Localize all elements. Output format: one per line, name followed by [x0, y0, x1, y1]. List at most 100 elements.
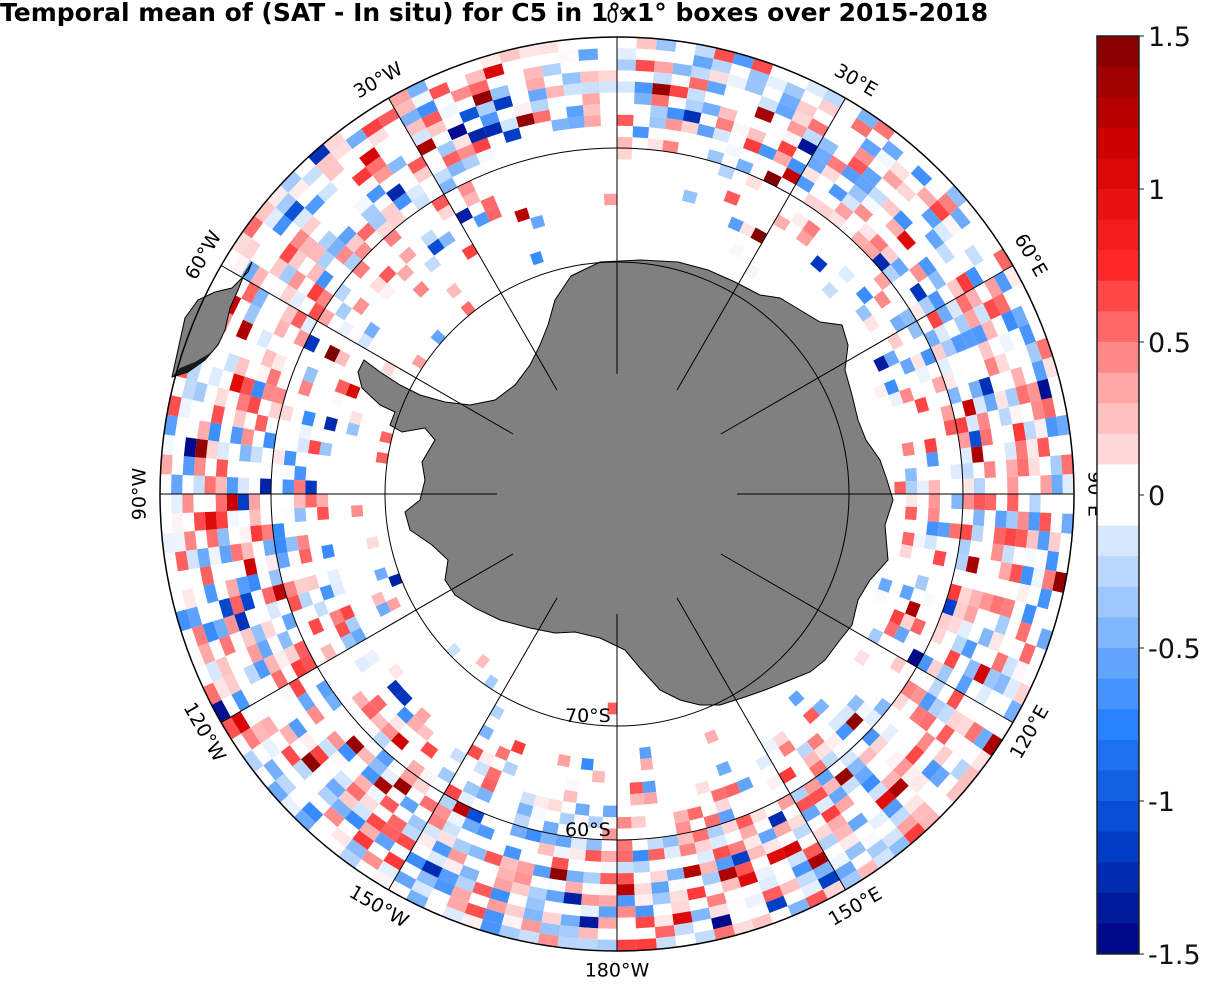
colorbar-tick-label: 0 [1148, 481, 1165, 512]
grid-cell [850, 117, 873, 138]
grid-cell [846, 694, 865, 713]
grid-cell [450, 85, 473, 103]
grid-cell [407, 155, 428, 175]
grid-cell [250, 623, 267, 644]
grid-cell [957, 431, 972, 449]
grid-cell [557, 936, 579, 950]
grid-cell [378, 265, 397, 284]
grid-cell [221, 716, 241, 740]
grid-cell [333, 283, 352, 303]
grid-cell [998, 561, 1013, 581]
grid-cell [662, 834, 680, 849]
grid-cell [371, 870, 395, 890]
grid-cell [436, 140, 457, 158]
grid-cell [954, 416, 969, 434]
grid-cell [468, 79, 490, 96]
grid-cell [802, 707, 820, 725]
grid-cell [482, 63, 505, 80]
grid-cell [242, 215, 264, 239]
grid-cell [273, 318, 291, 339]
grid-cell [263, 758, 284, 781]
grid-cell [317, 230, 338, 251]
grid-cell [917, 256, 937, 277]
grid-cell [541, 62, 562, 77]
grid-cell [875, 790, 896, 811]
grid-cell [388, 714, 407, 733]
grid-cell [990, 543, 1005, 562]
grid-cell [1015, 621, 1032, 643]
grid-cell [653, 914, 674, 928]
grid-cell [273, 537, 288, 555]
grid-cell [283, 450, 297, 466]
grid-cell [834, 860, 857, 881]
grid-cell [718, 106, 738, 122]
grid-cell [280, 170, 302, 193]
grid-cell [313, 600, 329, 618]
grid-cell [727, 216, 744, 233]
grid-cell [772, 820, 793, 838]
grid-cell [343, 252, 362, 272]
grid-cell [860, 194, 881, 215]
grid-cell [971, 445, 984, 463]
grid-cell [367, 127, 390, 147]
grid-cell [832, 822, 854, 842]
grid-cell [765, 895, 788, 914]
grid-cell [241, 282, 260, 304]
grid-cell [445, 642, 462, 659]
grid-cell [369, 694, 388, 713]
grid-cell [566, 105, 584, 118]
grid-cell [766, 773, 785, 791]
grid-cell [395, 832, 417, 852]
grid-cell [726, 74, 748, 90]
grid-cell [906, 321, 924, 340]
grid-cell [906, 648, 924, 667]
grid-cell [1015, 583, 1031, 604]
grid-cell [992, 673, 1012, 695]
colorbar-step [1097, 648, 1139, 680]
grid-cell [928, 479, 941, 494]
grid-cell [394, 870, 417, 890]
grid-cell [345, 233, 365, 253]
grid-cell [739, 823, 758, 840]
grid-cell [475, 786, 494, 804]
grid-cell [802, 841, 824, 860]
grid-cell [715, 761, 732, 777]
grid-cell [635, 59, 655, 72]
grid-cell [647, 138, 664, 151]
grid-cell [377, 107, 400, 128]
grid-cell [199, 565, 215, 586]
grid-cell [360, 765, 381, 785]
grid-cell [779, 92, 801, 110]
grid-cell [163, 414, 178, 436]
grid-cell [950, 758, 971, 781]
grid-cell [717, 808, 736, 824]
grid-cell [1012, 682, 1032, 706]
grid-cell [562, 789, 578, 804]
colorbar-step [1097, 831, 1139, 863]
grid-cell [999, 597, 1016, 619]
grid-cell [873, 697, 892, 717]
grid-cell [433, 878, 455, 896]
grid-cell [239, 627, 257, 648]
grid-cell [321, 544, 335, 560]
grid-cell [914, 396, 930, 414]
grid-cell [962, 604, 979, 624]
colorbar-step [1097, 36, 1139, 68]
grid-cell [761, 737, 779, 755]
grid-cell [353, 773, 374, 794]
grid-cell [980, 319, 999, 341]
grid-cell [765, 74, 788, 93]
grid-cell [261, 586, 277, 605]
grid-cell [880, 723, 900, 743]
grid-cell [298, 731, 318, 753]
grid-cell [841, 193, 861, 212]
grid-cell [248, 494, 261, 511]
grid-cell [617, 906, 636, 918]
grid-cell [317, 737, 338, 758]
grid-cell [720, 876, 742, 893]
grid-cell [957, 586, 973, 605]
grid-cell [203, 583, 219, 604]
colorbar: 1.5 1 0.5 0 -0.5 -1 -1.5 [1096, 22, 1201, 971]
grid-cell [378, 283, 396, 301]
grid-cell [416, 137, 437, 156]
